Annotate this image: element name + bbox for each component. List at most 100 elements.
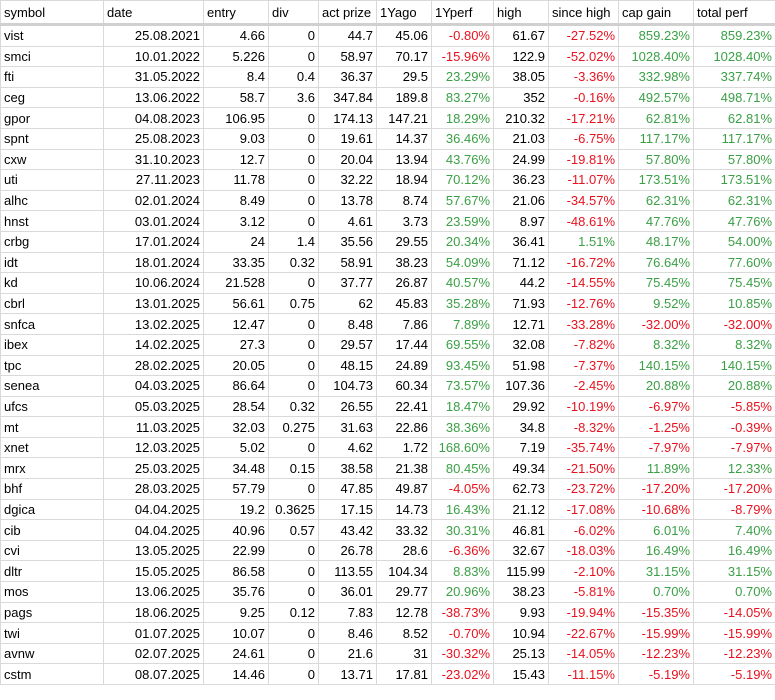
cell-entry: 5.226 xyxy=(203,45,269,68)
cell-total-perf: -14.05% xyxy=(693,601,775,624)
cell-high: 44.2 xyxy=(493,272,549,294)
cell-symbol: cstm xyxy=(0,663,104,685)
cell-total-perf: 498.71% xyxy=(693,86,775,109)
table-row: dgica 04.04.2025 19.2 0.3625 17.15 14.73 16.43… xyxy=(0,498,775,521)
cell-entry: 32.03 xyxy=(203,416,269,438)
cell-total-perf: -5.19% xyxy=(693,663,775,685)
cell-1yperf: -30.32% xyxy=(431,642,494,665)
table-row: hnst 03.01.2024 3.12 0 4.61 3.73 23.59% 8.97 -48… xyxy=(0,210,775,232)
cell-act-prize: 43.42 xyxy=(318,519,377,541)
cell-entry: 3.12 xyxy=(203,210,269,232)
cell-cap-gain: 8.32% xyxy=(618,333,694,356)
cell-entry: 27.3 xyxy=(203,333,269,356)
cell-entry: 20.05 xyxy=(203,354,269,377)
cell-symbol: mos xyxy=(0,581,104,603)
cell-1yperf: 7.89% xyxy=(431,313,494,335)
cell-1yago: 31 xyxy=(376,642,432,665)
cell-since-high: -5.81% xyxy=(548,581,619,603)
cell-div: 0.12 xyxy=(268,601,319,624)
cell-symbol: cbrl xyxy=(0,292,104,315)
cell-high: 21.06 xyxy=(493,189,549,212)
table-row: crbg 17.01.2024 24 1.4 35.56 29.55 20.34% 36.41… xyxy=(0,230,775,253)
cell-total-perf: 16.49% xyxy=(693,539,775,562)
cell-date: 04.03.2025 xyxy=(103,375,204,397)
cell-date: 04.04.2025 xyxy=(103,519,204,541)
cell-act-prize: 4.61 xyxy=(318,210,377,232)
cell-symbol: vist xyxy=(0,24,104,47)
cell-entry: 5.02 xyxy=(203,436,269,459)
cell-date: 03.01.2024 xyxy=(103,210,204,232)
cell-div: 0 xyxy=(268,375,319,397)
cell-cap-gain: -1.25% xyxy=(618,416,694,438)
table-row: pags 18.06.2025 9.25 0.12 7.83 12.78 -38.73% 9.… xyxy=(0,601,775,624)
cell-cap-gain: -15.99% xyxy=(618,622,694,644)
cell-total-perf: -7.97% xyxy=(693,436,775,459)
cell-date: 13.02.2025 xyxy=(103,313,204,335)
cell-act-prize: 8.48 xyxy=(318,313,377,335)
cell-cap-gain: 57.80% xyxy=(618,148,694,171)
cell-since-high: -22.67% xyxy=(548,622,619,644)
cell-div: 0 xyxy=(268,539,319,562)
cell-cap-gain: -10.68% xyxy=(618,498,694,521)
table-row: mrx 25.03.2025 34.48 0.15 38.58 21.38 80.45% 49… xyxy=(0,457,775,480)
cell-act-prize: 29.57 xyxy=(318,333,377,356)
cell-since-high: -14.55% xyxy=(548,272,619,294)
cell-cap-gain: 173.51% xyxy=(618,169,694,191)
table-row: mos 13.06.2025 35.76 0 36.01 29.77 20.96% 38.23… xyxy=(0,581,775,603)
cell-1yago: 45.83 xyxy=(376,292,432,315)
cell-high: 107.36 xyxy=(493,375,549,397)
cell-high: 46.81 xyxy=(493,519,549,541)
cell-1yago: 70.17 xyxy=(376,45,432,68)
cell-since-high: -7.82% xyxy=(548,333,619,356)
cell-high: 51.98 xyxy=(493,354,549,377)
cell-entry: 35.76 xyxy=(203,581,269,603)
table-row: senea 04.03.2025 86.64 0 104.73 60.34 73.57% 10… xyxy=(0,375,775,397)
cell-total-perf: -17.20% xyxy=(693,478,775,500)
cell-entry: 11.78 xyxy=(203,169,269,191)
cell-total-perf: 62.31% xyxy=(693,189,775,212)
cell-act-prize: 19.61 xyxy=(318,127,377,150)
table-row: twi 01.07.2025 10.07 0 8.46 8.52 -0.70% 10.94 -2… xyxy=(0,622,775,644)
cell-high: 32.67 xyxy=(493,539,549,562)
cell-date: 10.01.2022 xyxy=(103,45,204,68)
cell-cap-gain: 16.49% xyxy=(618,539,694,562)
cell-1yago: 29.5 xyxy=(376,66,432,88)
cell-date: 31.10.2023 xyxy=(103,148,204,171)
cell-1yperf: -6.36% xyxy=(431,539,494,562)
table-row: cxw 31.10.2023 12.7 0 20.04 13.94 43.76% 24.99-… xyxy=(0,148,775,171)
cell-total-perf: -32.00% xyxy=(693,313,775,335)
cell-since-high: -11.15% xyxy=(548,663,619,685)
cell-symbol: dltr xyxy=(0,560,104,583)
table-row: kd 10.06.2024 21.528 0 37.77 26.87 40.57% 44.2-… xyxy=(0,272,775,294)
cell-1yago: 8.74 xyxy=(376,189,432,212)
cell-1yperf: -0.70% xyxy=(431,622,494,644)
cell-1yago: 17.81 xyxy=(376,663,432,685)
cell-date: 02.07.2025 xyxy=(103,642,204,665)
cell-symbol: ceg xyxy=(0,86,104,109)
table-row: alhc 02.01.2024 8.49 0 13.78 8.74 57.67% 21.06-… xyxy=(0,189,775,212)
cell-since-high: -11.07% xyxy=(548,169,619,191)
cell-date: 04.04.2025 xyxy=(103,498,204,521)
cell-1yago: 147.21 xyxy=(376,107,432,129)
cell-div: 0 xyxy=(268,45,319,68)
cell-1yperf: 23.29% xyxy=(431,66,494,88)
cell-high: 15.43 xyxy=(493,663,549,685)
cell-high: 8.97 xyxy=(493,210,549,232)
cell-since-high: -8.32% xyxy=(548,416,619,438)
header-cap-gain: cap gain xyxy=(618,0,694,26)
table-row: spnt 25.08.2023 9.03 0 19.61 14.37 36.46% 21.03… xyxy=(0,127,775,150)
cell-1yago: 24.89 xyxy=(376,354,432,377)
cell-date: 18.01.2024 xyxy=(103,251,204,274)
cell-date: 12.03.2025 xyxy=(103,436,204,459)
header-row: symbol date entry div act prize 1Yago 1Yperf hi… xyxy=(0,0,775,26)
cell-1yperf: 30.31% xyxy=(431,519,494,541)
cell-total-perf: 54.00% xyxy=(693,230,775,253)
cell-high: 9.93 xyxy=(493,601,549,624)
cell-1yperf: 43.76% xyxy=(431,148,494,171)
cell-since-high: -17.21% xyxy=(548,107,619,129)
cell-total-perf: 859.23% xyxy=(693,24,775,47)
cell-1yago: 14.37 xyxy=(376,127,432,150)
cell-1yperf: 35.28% xyxy=(431,292,494,315)
cell-1yperf: -4.05% xyxy=(431,478,494,500)
cell-symbol: mrx xyxy=(0,457,104,480)
